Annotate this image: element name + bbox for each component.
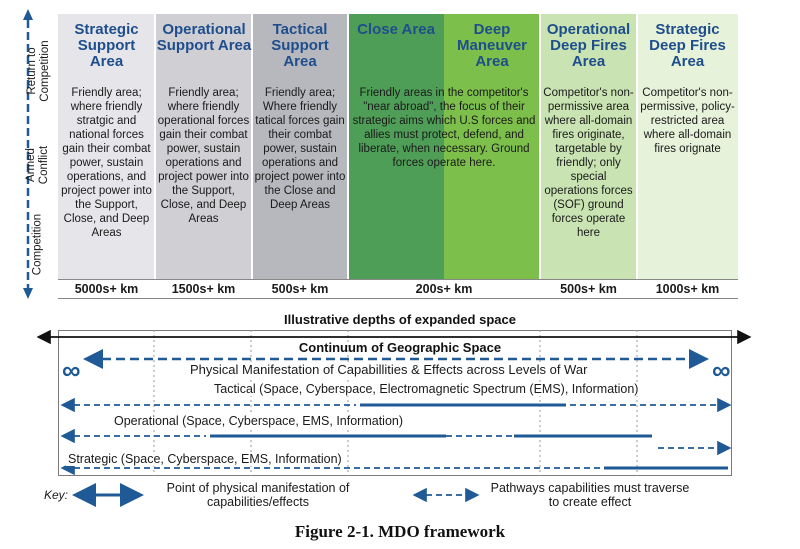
left-axis-arrow xyxy=(23,9,33,299)
column-title-operational-support: Operational Support Area xyxy=(156,21,252,54)
column-separator xyxy=(539,14,541,299)
column-operational-fires-bg xyxy=(540,14,637,279)
column-separator xyxy=(154,14,156,299)
column-title-strategic-support: Strategic Support Area xyxy=(74,21,139,70)
key-label: Key: xyxy=(44,488,69,502)
column-strategic-fires-bg xyxy=(637,14,738,279)
distance-operational-fires: 500s+ km xyxy=(560,282,617,296)
column-title-close: Close Area xyxy=(357,21,435,38)
operational-label: Operational (Space, Cyberspace, EMS, Inf… xyxy=(112,414,406,428)
key-dashed-text: Pathways capabilities must traverse to c… xyxy=(490,481,690,509)
column-operational-support-bg xyxy=(155,14,252,279)
column-deep-maneuver-bg xyxy=(444,14,540,279)
column-title-tactical-support: Tactical Support Area xyxy=(271,21,329,70)
column-desc-strategic-support: Friendly area; where friendly stratgic a… xyxy=(61,87,152,239)
column-title-deep-maneuver: Deep Maneuver Area xyxy=(456,21,528,70)
column-tactical-support-bg xyxy=(252,14,348,279)
column-close-bg xyxy=(348,14,444,279)
strategic-label: Strategic (Space, Cyberspace, EMS, Infor… xyxy=(66,452,344,466)
column-desc-close-deep: Friendly areas in the competitor's "near… xyxy=(352,87,536,169)
physical-manifestation-label: Physical Manifestation of Capabillities … xyxy=(188,362,590,377)
column-separator xyxy=(347,14,349,299)
column-separator xyxy=(636,14,638,299)
column-title-operational-fires: Operational Deep Fires Area xyxy=(546,21,631,70)
figure-caption: Figure 2-1. MDO framework xyxy=(294,522,506,541)
distance-strategic-support: 5000s+ km xyxy=(74,282,139,296)
distance-row xyxy=(58,279,738,299)
distance-tactical-support: 500s+ km xyxy=(271,282,329,296)
infinity-left-icon: ∞ xyxy=(62,355,81,385)
continuum-title: Continuum of Geographic Space xyxy=(298,340,502,355)
distance-strategic-fires: 1000s+ km xyxy=(655,282,720,296)
column-desc-tactical-support: Friendly area; Where friendly tatical fo… xyxy=(254,87,346,211)
infinity-right-icon: ∞ xyxy=(712,355,731,385)
column-strategic-support-bg xyxy=(58,14,155,279)
tactical-label: Tactical (Space, Cyberspace, Electromagn… xyxy=(212,382,641,396)
column-title-strategic-fires: Strategic Deep Fires Area xyxy=(649,21,726,70)
distance-operational-support: 1500s+ km xyxy=(171,282,236,296)
column-separator xyxy=(251,14,253,299)
column-desc-operational-fires: Competitor's non-permissive area where a… xyxy=(543,87,634,239)
distance-close-deep: 200s+ km xyxy=(415,282,473,296)
depth-label: Illustrative depths of expanded space xyxy=(284,312,516,327)
column-desc-strategic-fires: Competitor's non-permissive, policy-rest… xyxy=(640,87,735,155)
column-desc-operational-support: Friendly area; where friendly operationa… xyxy=(157,87,250,225)
key-solid-text: Point of physical manifestation of capab… xyxy=(166,481,350,509)
